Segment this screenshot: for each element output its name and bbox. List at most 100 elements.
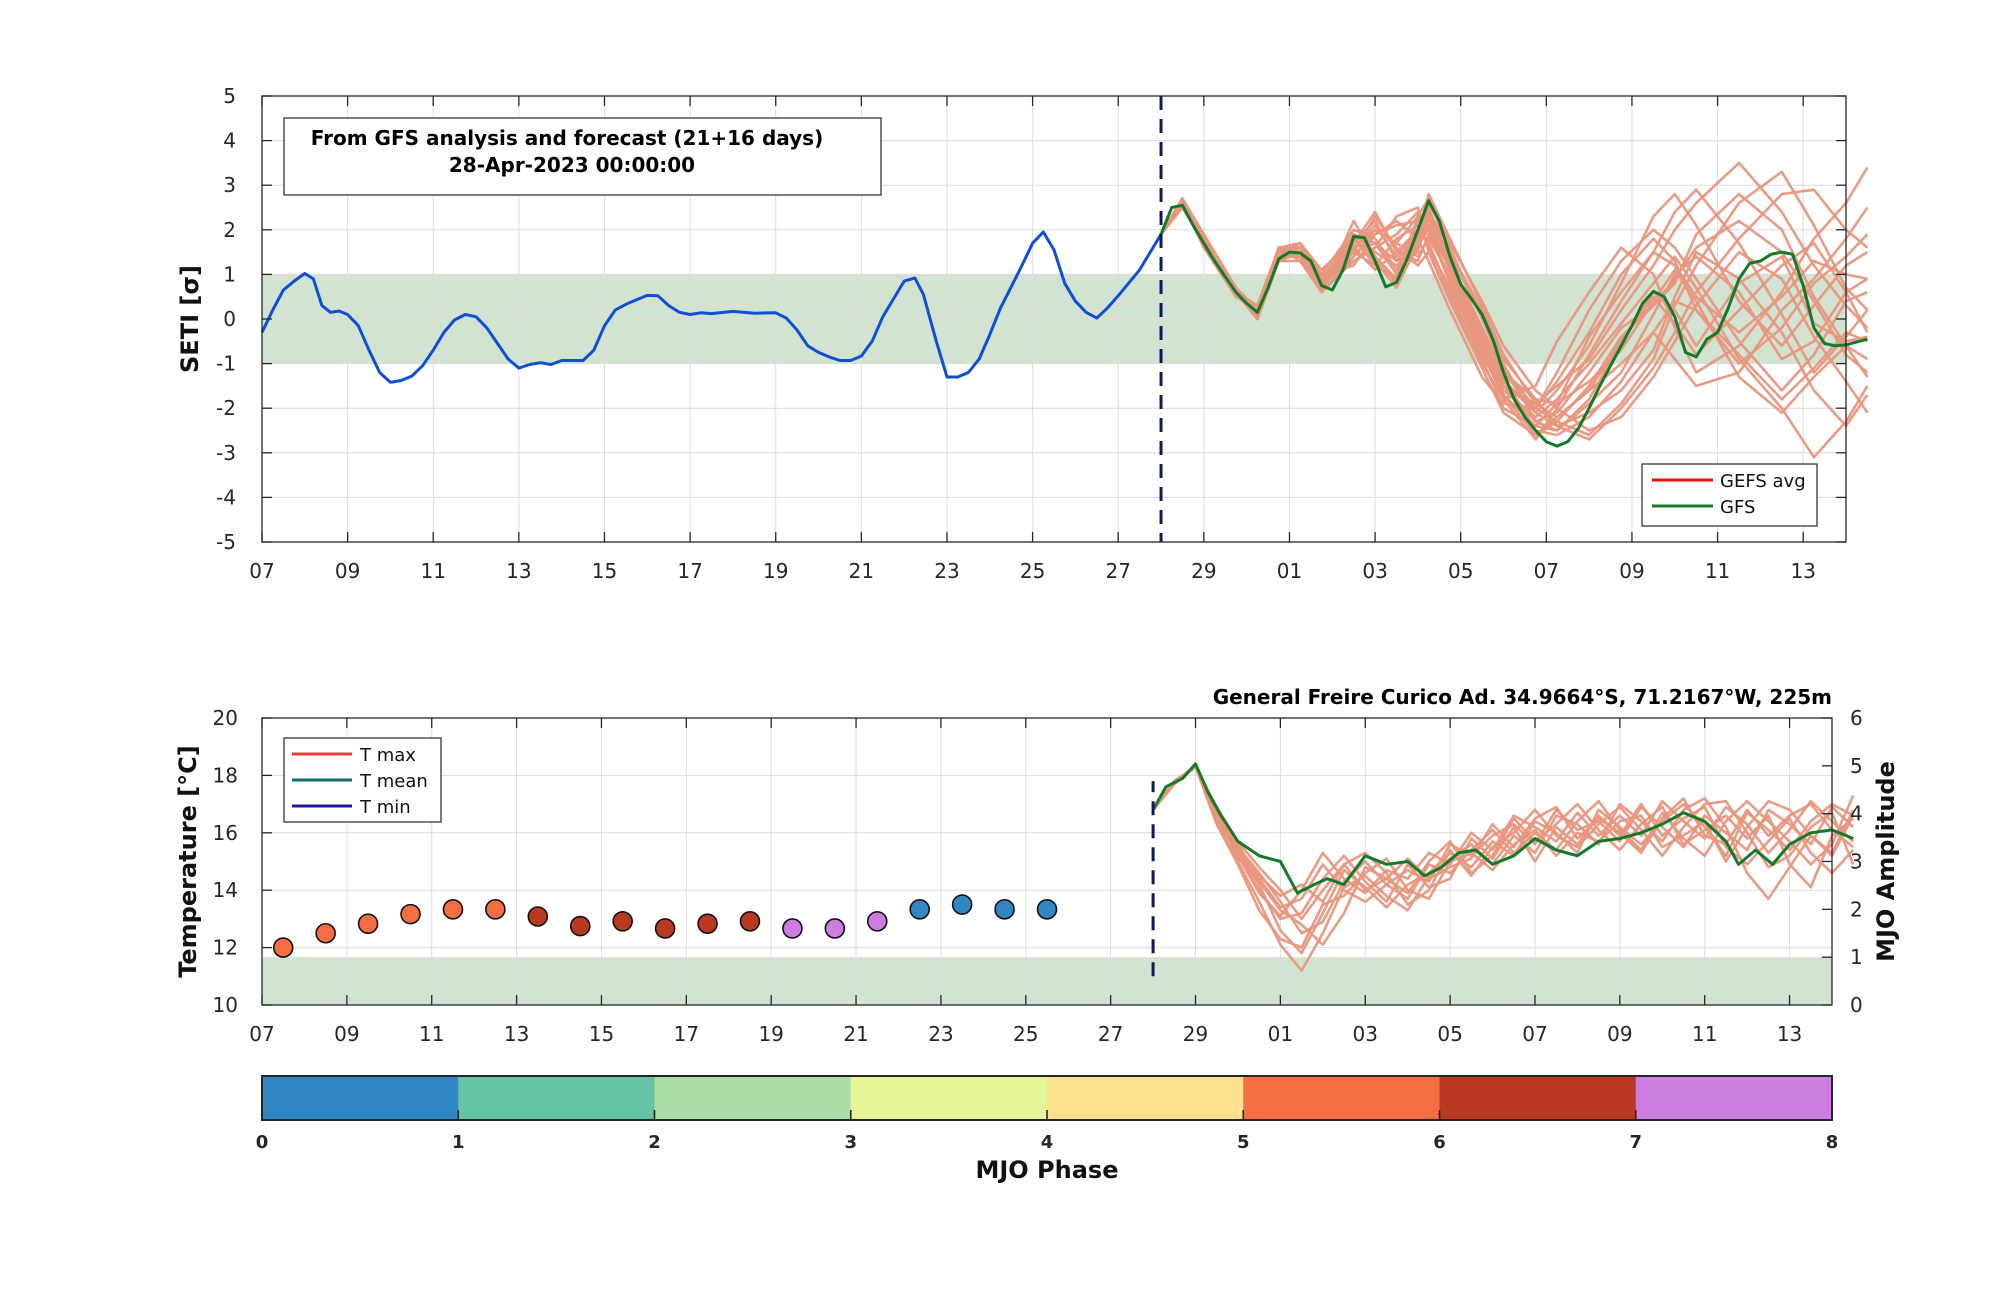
- seti-x-tick-label: 21: [849, 559, 874, 583]
- legend-tmean-label: T mean: [359, 771, 428, 792]
- temperature-y-tick-label: 12: [213, 936, 238, 960]
- seti-legend-frame: [1641, 463, 1818, 527]
- temperature-x-tick-label: 03: [1353, 1022, 1378, 1046]
- colorbar-label: MJO Phase: [975, 1156, 1118, 1184]
- temperature-x-tick-label: 09: [334, 1022, 359, 1046]
- seti-x-tick-label: 13: [506, 559, 531, 583]
- mjo-phase-point: [909, 899, 931, 920]
- temperature-x-tick-label: 15: [589, 1022, 614, 1046]
- temperature-x-tick-label: 07: [1522, 1022, 1547, 1046]
- temperature-x-tick-label: 19: [758, 1022, 783, 1046]
- seti-x-ticks: 07 09 11 13 15 17 19 21 23 25 27 29 01 03 05 07 09 11 13: [249, 96, 1816, 583]
- colorbar-tick-label: 1: [452, 1132, 465, 1153]
- seti-x-tick-label: 09: [335, 559, 360, 583]
- temperature-x-tick-label: 25: [1013, 1022, 1038, 1046]
- legend-tmax-label: T max: [359, 745, 416, 766]
- temperature-y-tick-label: 14: [213, 878, 238, 902]
- mjo-amplitude-tick-label: 0: [1850, 993, 1863, 1017]
- legend-gefs-avg-label: GEFS avg: [1720, 471, 1806, 492]
- mjo-amplitude-tick-label: 6: [1850, 706, 1863, 730]
- colorbar-block: [1047, 1076, 1244, 1120]
- seti-x-tick-label: 09: [1619, 559, 1644, 583]
- temperature-y-tick-label: 16: [213, 821, 238, 845]
- seti-y-tick-label: -2: [216, 396, 236, 420]
- mjo-phase-point: [357, 913, 379, 934]
- seti-ensemble-lines: [1159, 161, 1869, 459]
- info-box-line-1: From GFS analysis and forecast (21+16 da…: [311, 126, 823, 150]
- colorbar-tick-label: 7: [1629, 1132, 1642, 1153]
- colorbar-ticks: 0 1 2 3 4 5 6 7 8: [256, 1110, 1839, 1153]
- colorbar-tick-label: 0: [256, 1132, 269, 1153]
- temperature-x-tick-label: 05: [1437, 1022, 1462, 1046]
- temperature-ensemble-member: [1152, 765, 1855, 921]
- colorbar-tick-label: 8: [1826, 1132, 1839, 1153]
- temperature-x-tick-label: 21: [843, 1022, 868, 1046]
- seti-y-tick-label: 4: [223, 129, 236, 153]
- mjo-phase-point: [442, 899, 464, 920]
- mjo-amplitude-tick-label: 3: [1850, 850, 1863, 874]
- mjo-phase-point: [866, 910, 888, 932]
- mjo-phase-point: [272, 937, 294, 958]
- seti-x-tick-label: 19: [763, 559, 788, 583]
- mjo-phase-point: [739, 910, 761, 932]
- temperature-x-tick-label: 01: [1268, 1022, 1293, 1046]
- mjo-phase-point: [697, 913, 718, 934]
- mjo-phase-point: [485, 899, 506, 920]
- seti-ensemble-member: [1159, 206, 1869, 432]
- mjo-phase-colorbar: 0 1 2 3 4 5 6 7 8 MJO Phase: [256, 1075, 1839, 1184]
- mjo-amplitude-tick-label: 1: [1850, 945, 1863, 969]
- temperature-x-tick-label: 13: [504, 1022, 529, 1046]
- mjo-amplitude-tick-label: 2: [1850, 897, 1863, 921]
- temperature-x-tick-label: 23: [928, 1022, 953, 1046]
- temperature-x-tick-label: 29: [1183, 1022, 1208, 1046]
- seti-x-tick-label: 13: [1790, 559, 1815, 583]
- colorbar-block: [1243, 1076, 1440, 1120]
- seti-gfs-line: [1159, 199, 1868, 448]
- seti-x-tick-label: 03: [1362, 559, 1387, 583]
- temperature-x-tick-label: 27: [1098, 1022, 1123, 1046]
- mjo-amplitude-axis-label: MJO Amplitude: [1872, 761, 1900, 962]
- mjo-phase-point: [612, 910, 633, 932]
- seti-y-tick-label: 1: [223, 262, 236, 286]
- seti-analysis-line: [260, 230, 1163, 384]
- temperature-x-tick-label: 17: [674, 1022, 699, 1046]
- seti-x-tick-label: 27: [1105, 559, 1130, 583]
- mjo-phase-point: [400, 903, 421, 925]
- temperature-ensemble-lines: [1152, 765, 1855, 972]
- temperature-y-tick-label: 10: [213, 993, 238, 1017]
- mjo-amplitude-tick-label: 5: [1850, 754, 1863, 778]
- legend-gfs-label: GFS: [1720, 497, 1755, 518]
- seti-x-tick-label: 07: [249, 559, 274, 583]
- mjo-phase-point: [951, 894, 973, 915]
- seti-x-tick-label: 29: [1191, 559, 1216, 583]
- mjo-phase-point: [315, 922, 336, 944]
- temperature-ensemble-member: [1152, 765, 1855, 903]
- temperature-ensemble-member: [1152, 765, 1855, 909]
- seti-info-box: From GFS analysis and forecast (21+16 da…: [283, 117, 882, 196]
- mjo-phase-point: [527, 906, 549, 927]
- temperature-x-tick-label: 11: [1692, 1022, 1717, 1046]
- seti-y-tick-label: -5: [216, 530, 236, 554]
- seti-x-tick-label: 15: [592, 559, 617, 583]
- colorbar-tick-label: 4: [1041, 1132, 1054, 1153]
- info-box-frame: [283, 117, 882, 196]
- seti-y-tick-label: 0: [223, 307, 236, 331]
- mjo-phase-points: [272, 894, 1058, 958]
- seti-x-tick-label: 07: [1534, 559, 1559, 583]
- seti-y-axis-label: SETI [σ]: [176, 265, 204, 373]
- colorbar-tick-label: 3: [844, 1132, 857, 1153]
- seti-y-ticks: 5 4 3 2 1 0 -1 -2 -3 -4 -5: [216, 84, 1846, 554]
- colorbar-tick-label: 5: [1237, 1132, 1250, 1153]
- temperature-x-tick-label: 13: [1777, 1022, 1802, 1046]
- colorbar-block: [458, 1076, 655, 1120]
- temperature-gfs-line: [1151, 762, 1854, 895]
- seti-y-tick-label: -4: [216, 485, 236, 509]
- seti-ensemble-member: [1159, 206, 1869, 437]
- temperature-y-ticks: 20 18 16 14 12 10: [213, 706, 272, 1017]
- mjo-phase-point: [824, 918, 846, 939]
- colorbar-block: [1439, 1076, 1637, 1120]
- temperature-legend: T max T mean T min: [283, 737, 442, 823]
